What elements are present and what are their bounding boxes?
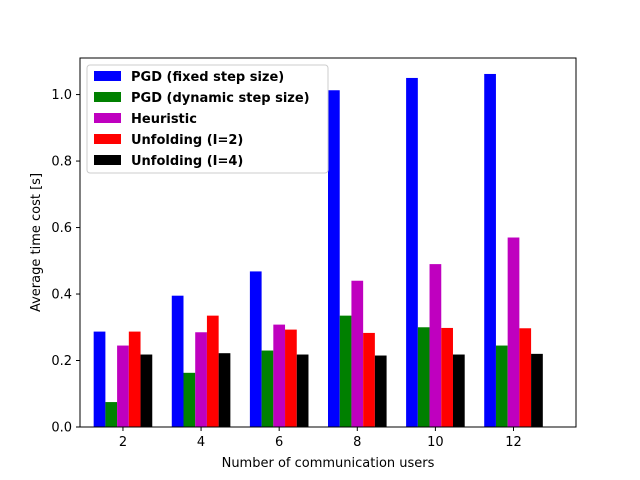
- legend-label: PGD (dynamic step size): [131, 91, 310, 106]
- bar-8-series-2: [339, 315, 352, 427]
- bar-12-series-2: [495, 345, 508, 427]
- x-tick-label: 4: [197, 435, 205, 450]
- bar-8-series-4: [363, 332, 375, 427]
- x-tick-label: 2: [119, 435, 127, 450]
- y-tick-label: 0.4: [51, 288, 72, 303]
- y-axis-label: Average time cost [s]: [29, 173, 44, 312]
- bar-6-series-1: [249, 271, 262, 427]
- y-tick-label: 1.0: [51, 88, 72, 103]
- bar-4-series-3: [195, 332, 207, 427]
- bar-10-series-3: [429, 264, 442, 427]
- legend-label: Heuristic: [131, 112, 197, 127]
- y-tick-label: 0.6: [51, 221, 72, 236]
- bar-12-series-3: [507, 237, 520, 427]
- legend-swatch: [94, 71, 121, 81]
- bar-12-series-1: [484, 73, 496, 428]
- legend-swatch: [94, 155, 121, 165]
- bar-6-series-3: [273, 324, 286, 427]
- bar-10-series-4: [441, 327, 453, 427]
- bar-2-series-3: [117, 345, 129, 427]
- bars-layer: [93, 73, 543, 428]
- bar-12-series-5: [531, 353, 543, 427]
- x-axis-label: Number of communication users: [222, 456, 435, 471]
- y-tick-label: 0.0: [51, 421, 72, 436]
- plot-frame: [79, 57, 577, 428]
- x-tick-label: 12: [505, 435, 522, 450]
- x-tick-label: 8: [353, 435, 361, 450]
- bar-4-series-4: [206, 315, 219, 427]
- bar-2-series-1: [93, 331, 106, 427]
- x-tick-label: 10: [427, 435, 444, 450]
- bar-10-series-5: [452, 354, 465, 427]
- bar-10-series-1: [406, 77, 418, 427]
- legend-label: Unfolding (I=4): [131, 154, 243, 169]
- bar-2-series-2: [105, 402, 118, 427]
- legend: PGD (fixed step size) PGD (dynamic step s…: [86, 64, 329, 174]
- legend-box: [86, 64, 329, 174]
- legend-label: PGD (fixed step size): [131, 70, 284, 85]
- bar-4-series-5: [218, 353, 231, 427]
- bar-8-series-5: [374, 355, 387, 427]
- bar-10-series-2: [417, 327, 430, 427]
- bar-2-series-5: [140, 354, 153, 427]
- y-tick-label: 0.8: [51, 155, 72, 170]
- bar-6-series-5: [296, 354, 309, 427]
- x-tick-label: 6: [275, 435, 283, 450]
- legend-swatch: [94, 92, 121, 102]
- legend-swatch: [94, 113, 121, 123]
- legend-swatch: [94, 134, 121, 144]
- bar-4-series-2: [183, 372, 196, 427]
- legend-label: Unfolding (I=2): [131, 133, 243, 148]
- y-tick-label: 0.2: [51, 354, 72, 369]
- bar-12-series-4: [519, 328, 532, 427]
- bar-8-series-1: [328, 90, 340, 427]
- bar-8-series-3: [351, 280, 364, 427]
- bar-6-series-2: [261, 350, 274, 427]
- axes-layer: 2 4 6 8 10 12 0.0 0.2 0.4 0.6 0.8 1.0: [51, 57, 577, 450]
- bar-4-series-1: [171, 295, 184, 427]
- bar-2-series-4: [128, 331, 141, 427]
- bar-6-series-4: [285, 329, 297, 427]
